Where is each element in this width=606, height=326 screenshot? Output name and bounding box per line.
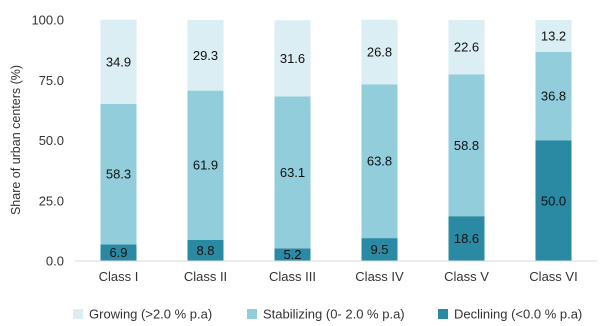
legend-swatch [438,309,448,319]
bar-segment [448,74,485,217]
data-label: 63.1 [280,165,305,180]
data-labels: 6.9 58.3 34.9 8.8 61.9 29.3 5.2 63.1 31.6 9.5 63.8… [106,28,566,262]
bar-segment [187,239,224,261]
bar-segment [535,140,572,261]
x-axis-categories: Class I Class II Class III Class IV Class V C… [99,269,578,284]
data-label: 6.9 [109,245,127,260]
data-label: 34.9 [106,54,131,69]
bar-segment [361,84,398,239]
data-label: 58.8 [454,138,479,153]
data-label: 22.6 [454,40,479,55]
data-label: 26.8 [367,45,392,60]
data-label: 5.2 [283,247,301,262]
y-tick-label: 75.0 [39,73,64,88]
data-label: 58.3 [106,167,131,182]
legend-swatch [73,309,83,319]
bar-segment [361,19,398,85]
bar-segment [535,20,572,52]
bar-segment [100,19,137,104]
data-label: 8.8 [196,243,214,258]
y-tick-label: 100.0 [31,13,64,28]
data-label: 31.6 [280,51,305,66]
x-tick-label: Class I [99,269,139,284]
x-tick-label: Class V [444,269,489,284]
data-label: 61.9 [193,158,218,173]
y-tick-label: 0.0 [46,254,64,269]
bar-segment [100,103,137,245]
bar-segment [100,244,137,261]
y-axis-label: Share of urban centers (%) [9,65,23,215]
bars [100,19,572,261]
legend-swatch [247,309,257,319]
bar-segment [535,51,572,141]
legend: Growing (>2.0 % p.a) Stabilizing (0- 2.0 … [73,307,582,322]
data-label: 50.0 [541,193,566,208]
bar-segment [274,96,311,249]
legend-label: Stabilizing (0- 2.0 % p.a) [263,307,405,322]
bar-segment [274,20,311,97]
data-label: 18.6 [454,231,479,246]
x-tick-label: Class VI [529,269,577,284]
data-label: 13.2 [541,28,566,43]
x-tick-label: Class II [184,269,227,284]
y-tick-label: 25.0 [39,193,64,208]
data-label: 9.5 [370,242,388,257]
bar-segment [187,20,224,91]
bar-segment [448,216,485,261]
data-label: 36.8 [541,89,566,104]
data-label: 29.3 [193,48,218,63]
x-tick-label: Class III [269,269,316,284]
legend-label: Growing (>2.0 % p.a) [89,307,212,322]
bar-segment [448,20,485,75]
bar-segment [361,238,398,261]
data-label: 63.8 [367,154,392,169]
y-axis-ticks: 0.0 25.0 50.0 75.0 100.0 [31,13,64,269]
legend-label: Declining (<0.0 % p.a) [454,307,582,322]
y-tick-label: 50.0 [39,133,64,148]
x-tick-label: Class IV [355,269,404,284]
bar-segment [187,90,224,240]
bar-segment [274,248,311,261]
